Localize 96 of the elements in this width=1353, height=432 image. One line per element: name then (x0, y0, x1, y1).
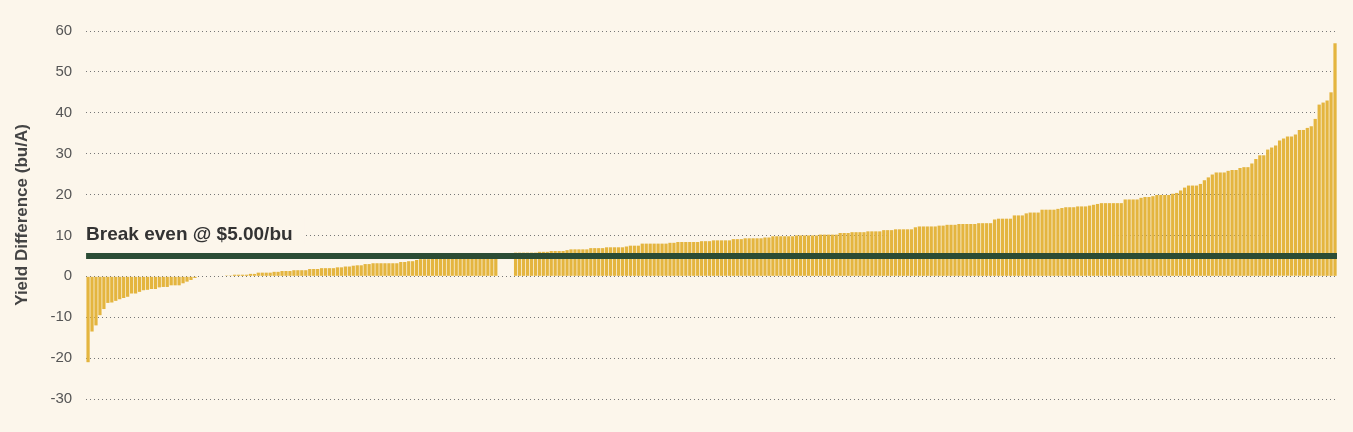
bar (268, 272, 272, 276)
bar (387, 263, 391, 276)
bar (1333, 43, 1337, 276)
bar (1052, 209, 1056, 276)
bar (284, 271, 288, 276)
bar (161, 276, 165, 287)
bar (422, 259, 427, 276)
y-tick-label: 50 (55, 62, 73, 80)
bar (371, 263, 375, 276)
bar (1040, 209, 1044, 276)
bar (189, 276, 193, 281)
bar (114, 276, 118, 301)
bar (145, 276, 150, 290)
bar (280, 271, 284, 276)
bar (181, 276, 185, 284)
bar (411, 261, 415, 276)
bar (1234, 170, 1238, 276)
bar (391, 263, 395, 276)
bar (122, 276, 126, 298)
bar (347, 266, 351, 276)
bar (323, 268, 328, 276)
y-tick-label: 30 (55, 143, 73, 161)
bar (149, 276, 154, 290)
y-tick-label: 0 (63, 266, 73, 284)
bar (383, 263, 387, 276)
bar (395, 263, 399, 276)
bar (129, 276, 134, 294)
bar (1155, 194, 1159, 276)
bar (133, 276, 138, 294)
bar (260, 272, 264, 276)
bar (363, 264, 367, 276)
bar (1250, 163, 1254, 276)
bar (379, 263, 383, 276)
bar (327, 268, 332, 276)
y-tick-label: 20 (55, 184, 73, 202)
bar (272, 271, 276, 276)
y-axis-title: Yield Difference (bu/A) (11, 124, 31, 306)
bar (165, 276, 169, 287)
bar (153, 276, 157, 290)
bar (288, 271, 292, 276)
bar (300, 270, 304, 276)
bar (292, 270, 296, 276)
bar (1056, 208, 1060, 276)
bar (1044, 209, 1048, 276)
bar (1147, 197, 1151, 276)
bar (478, 256, 482, 276)
bar (264, 272, 268, 276)
bar (359, 265, 363, 276)
bar (403, 262, 407, 276)
bar (375, 263, 379, 276)
ref-line-label: Break even @ $5.00/bu (86, 222, 293, 244)
bar (185, 276, 189, 282)
bar (137, 276, 142, 292)
bar (1238, 167, 1242, 276)
bar (1048, 209, 1052, 276)
bar (407, 261, 411, 276)
y-tick-label: -10 (50, 307, 73, 325)
bar (296, 270, 300, 276)
y-tick-label: -30 (50, 389, 73, 407)
y-tick-label: -20 (50, 348, 73, 366)
bar (399, 262, 403, 276)
bar (418, 259, 423, 276)
bar (316, 268, 320, 276)
bar (1230, 170, 1234, 276)
bar (355, 265, 359, 276)
bar (415, 259, 419, 276)
bar (1060, 208, 1064, 276)
bar (110, 276, 114, 303)
bar (1143, 197, 1147, 276)
bar (367, 264, 371, 276)
bar (312, 268, 316, 276)
bar (351, 265, 355, 276)
bar (126, 276, 130, 297)
bar (486, 256, 490, 276)
bar (343, 266, 347, 276)
bar (304, 270, 308, 276)
bar (339, 267, 344, 276)
bar (1151, 196, 1155, 276)
bar (482, 256, 486, 276)
bar (426, 259, 431, 276)
y-tick-label: 40 (55, 102, 73, 120)
bar (1135, 199, 1139, 276)
bar (86, 276, 90, 363)
bar (319, 268, 324, 276)
bar (1242, 167, 1246, 276)
bar (276, 271, 280, 276)
bar (118, 276, 122, 300)
bar (1139, 197, 1143, 276)
bar (256, 272, 260, 276)
bar (331, 268, 336, 276)
y-tick-label: 10 (55, 225, 73, 243)
bar (177, 276, 181, 286)
bar (308, 268, 312, 276)
bar (1246, 167, 1250, 276)
bar (335, 267, 340, 276)
y-tick-label: 60 (55, 21, 73, 39)
